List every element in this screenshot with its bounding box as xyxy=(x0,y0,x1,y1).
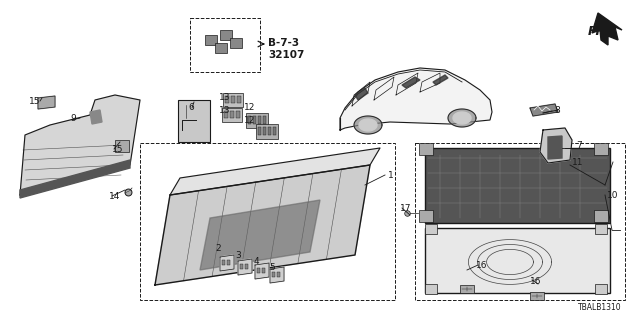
Bar xyxy=(268,127,271,135)
Text: 16: 16 xyxy=(530,277,541,286)
Bar xyxy=(415,143,625,300)
Bar xyxy=(419,143,433,155)
Polygon shape xyxy=(448,109,476,127)
Text: 1: 1 xyxy=(388,171,394,180)
Text: 15: 15 xyxy=(112,145,124,154)
Bar xyxy=(460,285,474,293)
Bar xyxy=(227,260,230,265)
Text: 17: 17 xyxy=(400,204,412,212)
Text: 13: 13 xyxy=(219,92,230,101)
Bar xyxy=(425,284,437,294)
Bar xyxy=(240,264,243,269)
Polygon shape xyxy=(20,95,140,195)
Polygon shape xyxy=(220,255,234,271)
Text: 11: 11 xyxy=(572,157,584,166)
Bar xyxy=(215,43,227,53)
Text: 10: 10 xyxy=(607,190,618,199)
Bar xyxy=(263,127,266,135)
Bar xyxy=(225,96,229,103)
Bar xyxy=(277,272,280,277)
Polygon shape xyxy=(592,13,622,45)
Polygon shape xyxy=(359,119,377,131)
Bar xyxy=(253,116,256,124)
Text: 3: 3 xyxy=(235,251,241,260)
Text: 6: 6 xyxy=(188,102,194,111)
Text: B-7-3: B-7-3 xyxy=(268,38,299,48)
Polygon shape xyxy=(340,68,492,130)
Bar xyxy=(220,30,232,40)
Bar xyxy=(594,143,608,155)
Bar xyxy=(115,140,129,152)
Bar xyxy=(230,111,234,118)
Text: 4: 4 xyxy=(253,257,259,266)
Bar xyxy=(230,38,242,48)
Polygon shape xyxy=(548,136,562,159)
Bar xyxy=(222,260,225,265)
Text: 13: 13 xyxy=(219,106,230,115)
Polygon shape xyxy=(530,104,558,116)
Bar xyxy=(205,35,217,45)
Text: 9: 9 xyxy=(70,114,76,123)
Text: 12: 12 xyxy=(244,116,255,124)
Text: 8: 8 xyxy=(554,106,560,115)
Polygon shape xyxy=(540,128,572,163)
Polygon shape xyxy=(453,112,471,124)
Bar xyxy=(530,292,544,300)
Text: 2: 2 xyxy=(215,244,221,252)
Text: 7: 7 xyxy=(576,140,582,149)
Bar xyxy=(273,127,276,135)
Bar xyxy=(258,116,261,124)
Bar xyxy=(256,124,278,139)
Text: 32107: 32107 xyxy=(268,50,305,60)
Bar xyxy=(248,116,251,124)
Bar xyxy=(222,108,242,122)
Polygon shape xyxy=(270,267,284,283)
Bar xyxy=(140,143,395,300)
Text: 5: 5 xyxy=(269,263,275,273)
Polygon shape xyxy=(255,263,269,279)
Polygon shape xyxy=(238,259,252,275)
Bar xyxy=(231,96,235,103)
Text: 14: 14 xyxy=(109,191,120,201)
Bar xyxy=(258,127,261,135)
Bar xyxy=(190,18,260,72)
Polygon shape xyxy=(355,88,368,100)
Bar xyxy=(595,224,607,234)
Text: 12: 12 xyxy=(244,102,255,111)
Bar xyxy=(257,268,260,273)
Text: 15: 15 xyxy=(29,97,40,106)
Polygon shape xyxy=(354,116,382,134)
Bar xyxy=(263,116,266,124)
Polygon shape xyxy=(20,160,130,198)
Polygon shape xyxy=(433,75,448,85)
Polygon shape xyxy=(155,165,370,285)
Bar xyxy=(224,111,228,118)
Polygon shape xyxy=(200,200,320,270)
Bar xyxy=(595,284,607,294)
Polygon shape xyxy=(38,96,55,109)
Text: FR.: FR. xyxy=(588,25,611,38)
Bar xyxy=(425,148,610,223)
Bar xyxy=(419,210,433,222)
Polygon shape xyxy=(170,148,380,195)
Bar xyxy=(262,268,265,273)
Bar xyxy=(178,100,210,142)
Bar xyxy=(223,93,243,107)
Bar xyxy=(425,228,610,293)
Polygon shape xyxy=(90,110,102,124)
Bar xyxy=(237,96,241,103)
Bar xyxy=(594,210,608,222)
Text: TBALB1310: TBALB1310 xyxy=(579,303,622,312)
Bar xyxy=(272,272,275,277)
Bar xyxy=(246,113,268,128)
Bar xyxy=(245,264,248,269)
Text: 16: 16 xyxy=(476,260,488,269)
Polygon shape xyxy=(402,77,420,88)
Bar xyxy=(425,224,437,234)
Bar xyxy=(236,111,240,118)
